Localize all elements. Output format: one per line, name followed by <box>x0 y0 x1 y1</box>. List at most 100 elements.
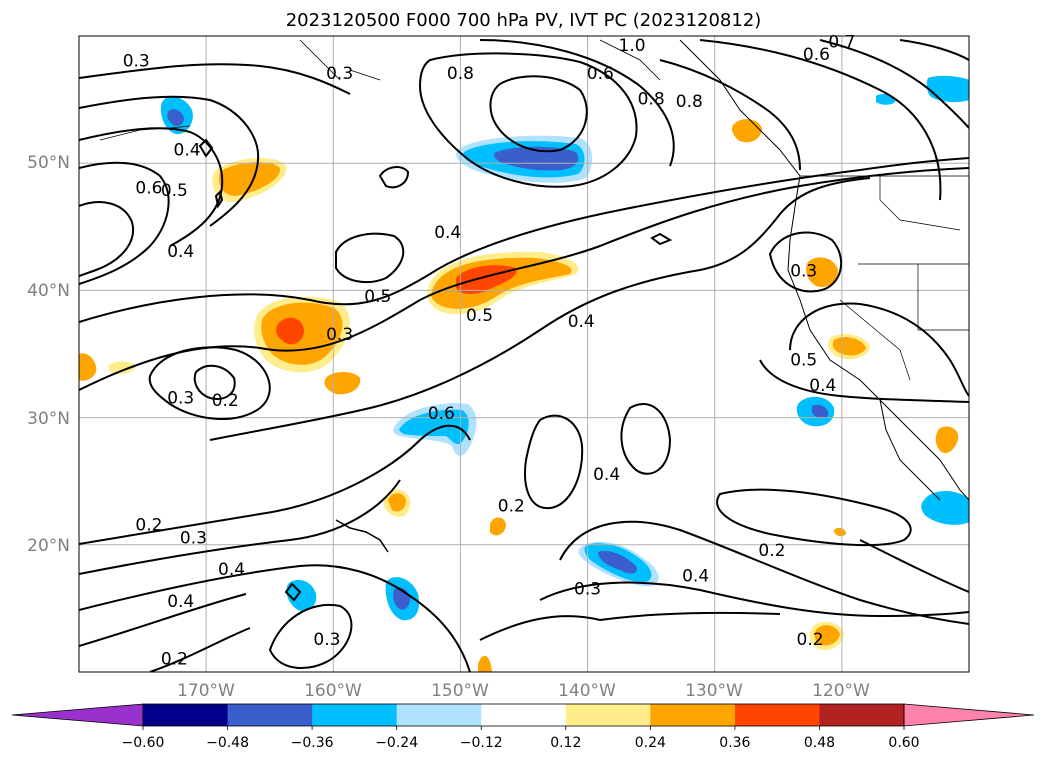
pv-contour <box>699 39 942 201</box>
pv-contour <box>539 581 969 618</box>
colorbar-segment <box>312 704 398 726</box>
lat-label-40n: 40°N <box>27 281 70 301</box>
positive-anomaly-blob <box>427 251 579 315</box>
negative-anomaly-blob <box>578 541 659 587</box>
baja-coast <box>879 399 941 501</box>
lat-label-20n: 20°N <box>27 536 70 556</box>
longitude-labels: 170°W 160°W 150°W 140°W 130°W 120°W <box>177 681 870 701</box>
negative-anomaly-blob <box>876 75 969 525</box>
negative-anomaly-blob <box>286 579 317 612</box>
contour-label: 0.6 <box>803 45 830 65</box>
pv-contour <box>149 627 251 672</box>
pv-contour <box>899 39 969 61</box>
contour-label: 0.4 <box>167 242 194 262</box>
lon-label-120w: 120°W <box>812 681 870 701</box>
pv-contour <box>79 201 135 277</box>
pv-contour <box>599 611 781 621</box>
pv-contour <box>79 127 224 247</box>
coastlines <box>99 39 969 553</box>
contour-labels: 0.30.3 0.8 0.61.0 0.60.70.8 0.80.40.60.50.40… <box>123 32 856 669</box>
contour-label: 0.5 <box>466 306 493 326</box>
contour-label: 0.4 <box>809 376 836 396</box>
contour-label: 0.4 <box>568 312 595 332</box>
contour-label: 0.4 <box>218 560 245 580</box>
pv-contour <box>489 75 588 153</box>
contour-label: 0.5 <box>364 287 391 307</box>
contour-label: 0.7 <box>828 32 855 52</box>
lon-label-140w: 140°W <box>558 681 616 701</box>
colorbar-segment <box>650 704 736 726</box>
pv-contour <box>418 52 638 188</box>
lon-label-160w: 160°W <box>304 681 362 701</box>
contour-label: 0.4 <box>682 567 709 587</box>
pv-contour <box>79 95 260 227</box>
pv-contour <box>819 39 969 129</box>
lat-label-30n: 30°N <box>27 409 70 429</box>
colorbar-segment <box>734 704 820 726</box>
map-frame <box>78 35 970 673</box>
colorbar-outline <box>142 703 905 727</box>
contour-label: 0.2 <box>135 516 162 536</box>
positive-anomaly-blob <box>254 296 350 373</box>
colorbar-tick-label: 0.36 <box>719 735 750 751</box>
pv-contour <box>859 539 969 593</box>
colorbar-segment <box>819 704 905 726</box>
colorbar-segment <box>227 704 313 726</box>
colorbar-extend-min <box>11 703 144 727</box>
contour-label: 0.6 <box>428 404 455 424</box>
contour-label: 0.4 <box>434 223 461 243</box>
colorbar-segment <box>396 704 482 726</box>
positive-anomaly-blob <box>212 158 287 203</box>
pv-contour <box>716 488 912 547</box>
pv-contour <box>524 414 584 510</box>
pv-contour <box>479 615 601 641</box>
colorbar-segment <box>143 704 229 726</box>
contour-label: 0.2 <box>161 649 188 669</box>
pv-contour <box>768 231 842 293</box>
pv-contour <box>620 402 672 475</box>
contour-label: 0.3 <box>123 51 150 71</box>
colorbar-tick-label: −0.60 <box>122 735 165 751</box>
pv-contour <box>789 302 969 397</box>
pv-contour <box>79 424 471 545</box>
contour-label: 0.4 <box>167 592 194 612</box>
negative-anomaly-blob <box>796 396 835 427</box>
lon-label-150w: 150°W <box>431 681 489 701</box>
contour-label: 0.2 <box>758 541 785 561</box>
contour-label: 1.0 <box>619 36 646 56</box>
pv-contour <box>79 479 401 575</box>
colorbar-tick-label: −0.24 <box>375 735 418 751</box>
pv-contour <box>79 167 969 391</box>
pv-contour <box>479 39 675 167</box>
negative-anomaly-blob <box>456 135 593 183</box>
contour-label: 0.2 <box>212 391 239 411</box>
contour-label: 0.3 <box>180 528 207 548</box>
pv-contour <box>378 166 410 189</box>
contour-label: 0.6 <box>587 64 614 84</box>
colorbar-segment <box>481 704 567 726</box>
latitude-labels: 50°N 40°N 30°N 20°N <box>27 153 70 556</box>
lon-label-130w: 130°W <box>685 681 743 701</box>
map-title: 2023120500 F000 700 hPa PV, IVT PC (2023… <box>285 10 762 31</box>
contour-label: 0.3 <box>326 64 353 84</box>
colorbar-tick-label: 0.12 <box>550 735 581 751</box>
pv-contour <box>198 138 673 602</box>
contour-label: 0.6 <box>135 179 162 199</box>
contour-label: 0.4 <box>593 465 620 485</box>
contour-label: 0.2 <box>498 497 525 517</box>
pv-contour <box>335 232 405 284</box>
positive-anomaly-blob <box>383 489 506 672</box>
north-america-coast <box>679 39 969 501</box>
pv-contour <box>559 520 969 625</box>
contour-label: 0.3 <box>313 630 340 650</box>
colorbar-segment <box>565 704 651 726</box>
colorbar-tick-label: 0.48 <box>804 735 835 751</box>
colorbar-extend-max <box>903 703 1035 727</box>
contour-label: 0.8 <box>638 90 665 110</box>
contour-label: 0.5 <box>790 350 817 370</box>
colorbar-tick-label: 0.24 <box>635 735 666 751</box>
contour-label: 0.5 <box>161 181 188 201</box>
lat-label-50n: 50°N <box>27 153 70 173</box>
positive-anomaly-blob <box>731 119 959 651</box>
pv-contour <box>659 59 801 171</box>
